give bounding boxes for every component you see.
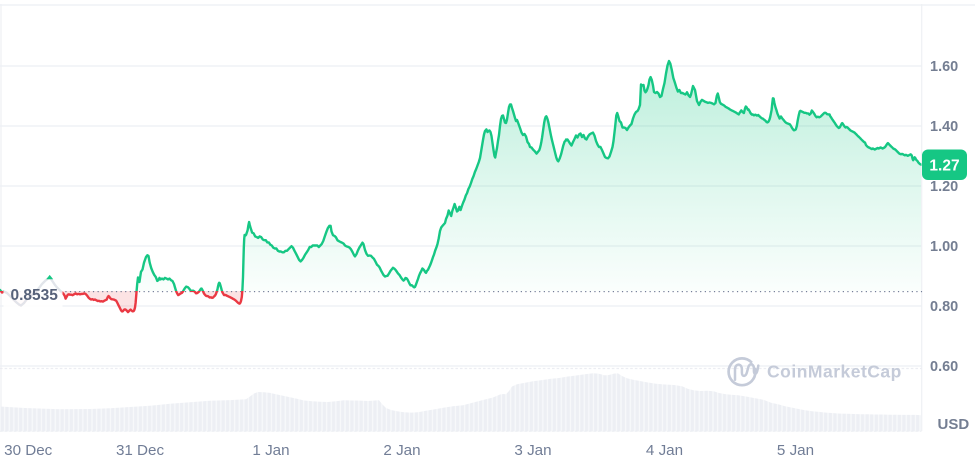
svg-text:0.80: 0.80	[930, 299, 958, 315]
svg-text:5 Jan: 5 Jan	[777, 442, 814, 459]
svg-text:0.8535: 0.8535	[11, 287, 59, 304]
svg-text:USD: USD	[938, 416, 970, 433]
svg-text:CoinMarketCap: CoinMarketCap	[767, 362, 902, 382]
svg-text:30 Dec: 30 Dec	[4, 442, 53, 459]
svg-text:1.40: 1.40	[930, 119, 958, 135]
svg-text:2 Jan: 2 Jan	[383, 442, 420, 459]
svg-text:4 Jan: 4 Jan	[646, 442, 683, 459]
svg-text:1.60: 1.60	[930, 59, 958, 75]
svg-text:0.60: 0.60	[930, 359, 958, 375]
svg-text:3 Jan: 3 Jan	[514, 442, 551, 459]
svg-text:1.20: 1.20	[930, 179, 958, 195]
svg-text:1.27: 1.27	[929, 158, 959, 175]
svg-text:1 Jan: 1 Jan	[252, 442, 289, 459]
svg-text:1.00: 1.00	[930, 239, 958, 255]
svg-text:31 Dec: 31 Dec	[116, 442, 165, 459]
